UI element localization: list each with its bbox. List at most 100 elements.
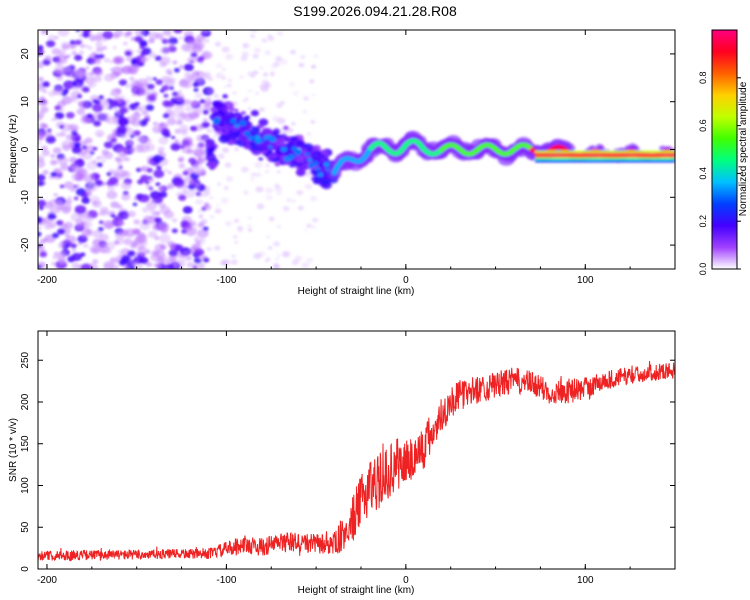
noise-blob bbox=[43, 130, 53, 138]
noise-blob bbox=[65, 198, 73, 205]
noise-blob bbox=[303, 96, 309, 101]
noise-blob bbox=[38, 226, 42, 230]
noise-blob bbox=[209, 196, 214, 200]
noise-blob bbox=[50, 159, 58, 166]
noise-blob bbox=[76, 167, 88, 177]
carrier-band bbox=[535, 153, 675, 156]
noise-blob bbox=[90, 151, 95, 155]
noise-blob bbox=[134, 101, 140, 107]
transition-blob bbox=[258, 118, 269, 127]
carrier-band bbox=[535, 157, 675, 161]
noise-blob bbox=[58, 258, 67, 265]
noise-blob bbox=[124, 157, 131, 162]
noise-blob bbox=[265, 163, 270, 168]
noise-blob bbox=[159, 88, 165, 93]
noise-blob bbox=[178, 89, 183, 94]
noise-blob bbox=[38, 199, 47, 207]
noise-blob bbox=[168, 42, 175, 47]
noise-blob bbox=[277, 31, 283, 36]
transition-hotspot bbox=[317, 172, 324, 177]
noise-blob bbox=[109, 92, 115, 97]
noise-blob bbox=[207, 76, 214, 81]
noise-blob bbox=[68, 71, 78, 79]
noise-blob bbox=[130, 147, 137, 153]
colorbar-tick-label: 0.6 bbox=[698, 119, 708, 132]
noise-blob bbox=[153, 169, 165, 178]
noise-blob bbox=[174, 244, 184, 252]
noise-blob bbox=[180, 129, 188, 135]
noise-blob bbox=[202, 109, 209, 115]
noise-blob bbox=[120, 133, 128, 139]
transition-hotspot bbox=[307, 157, 313, 162]
noise-blob bbox=[95, 46, 104, 53]
noise-blob bbox=[213, 245, 221, 251]
noise-blob bbox=[198, 193, 204, 197]
noise-blob bbox=[307, 171, 311, 174]
transition-blob bbox=[261, 127, 273, 137]
noise-blob bbox=[118, 144, 123, 149]
noise-blob bbox=[212, 93, 220, 99]
noise-blob bbox=[147, 231, 158, 239]
spectrogram-y-label: Frequency (Hz) bbox=[8, 115, 19, 184]
noise-blob bbox=[255, 186, 264, 193]
transition-blob bbox=[240, 110, 246, 115]
noise-blob bbox=[146, 83, 155, 90]
x-tick-label: -100 bbox=[216, 275, 236, 286]
noise-blob bbox=[273, 264, 280, 269]
noise-blob bbox=[254, 161, 263, 169]
noise-blob bbox=[109, 67, 114, 71]
colorbar-tick-label: 0.4 bbox=[698, 167, 708, 180]
transition-hotspot bbox=[315, 167, 321, 172]
noise-blob bbox=[182, 170, 189, 176]
noise-blob bbox=[250, 177, 254, 181]
noise-blob bbox=[71, 248, 76, 253]
noise-blob bbox=[52, 147, 62, 154]
carrier-band bbox=[535, 155, 675, 158]
noise-blob bbox=[95, 35, 103, 42]
noise-blob bbox=[59, 184, 65, 189]
noise-blob bbox=[234, 147, 239, 152]
noise-blob bbox=[132, 202, 138, 207]
noise-blob bbox=[230, 259, 238, 265]
noise-blob bbox=[199, 99, 206, 104]
noise-blob bbox=[184, 189, 196, 198]
noise-blob bbox=[296, 189, 304, 196]
noise-blob bbox=[50, 171, 58, 177]
noise-blob bbox=[55, 132, 61, 138]
noise-blob bbox=[238, 75, 245, 80]
transition-blob bbox=[222, 94, 228, 99]
noise-blob bbox=[91, 247, 101, 255]
transition-blob bbox=[317, 160, 326, 168]
noise-blob bbox=[188, 157, 197, 164]
noise-blob bbox=[178, 194, 187, 201]
noise-blob bbox=[311, 93, 316, 97]
noise-blob bbox=[116, 125, 128, 134]
noise-blob bbox=[264, 72, 268, 76]
noise-blob bbox=[184, 225, 193, 232]
noise-blob bbox=[53, 193, 58, 197]
noise-blob bbox=[255, 172, 262, 177]
noise-blob bbox=[38, 174, 46, 182]
noise-blob bbox=[132, 92, 138, 97]
noise-blob bbox=[225, 53, 234, 60]
noise-blob bbox=[117, 210, 130, 220]
noise-blob bbox=[114, 232, 125, 240]
noise-blob bbox=[174, 128, 182, 134]
noise-blob bbox=[243, 190, 249, 195]
noise-blob bbox=[162, 100, 172, 108]
noise-blob bbox=[78, 50, 85, 55]
noise-blob bbox=[224, 221, 232, 227]
noise-blob bbox=[269, 196, 273, 200]
transition-blob bbox=[272, 131, 279, 136]
noise-blob bbox=[105, 249, 112, 254]
noise-blob bbox=[102, 30, 114, 40]
noise-blob bbox=[227, 83, 232, 88]
transition-blob bbox=[205, 148, 214, 155]
colorbar-gradient bbox=[712, 30, 737, 269]
noise-blob bbox=[68, 123, 80, 133]
noise-blob bbox=[54, 35, 59, 40]
noise-blob bbox=[97, 133, 102, 137]
noise-blob bbox=[312, 226, 316, 229]
transition-blob bbox=[290, 140, 296, 145]
noise-blob bbox=[201, 121, 210, 128]
